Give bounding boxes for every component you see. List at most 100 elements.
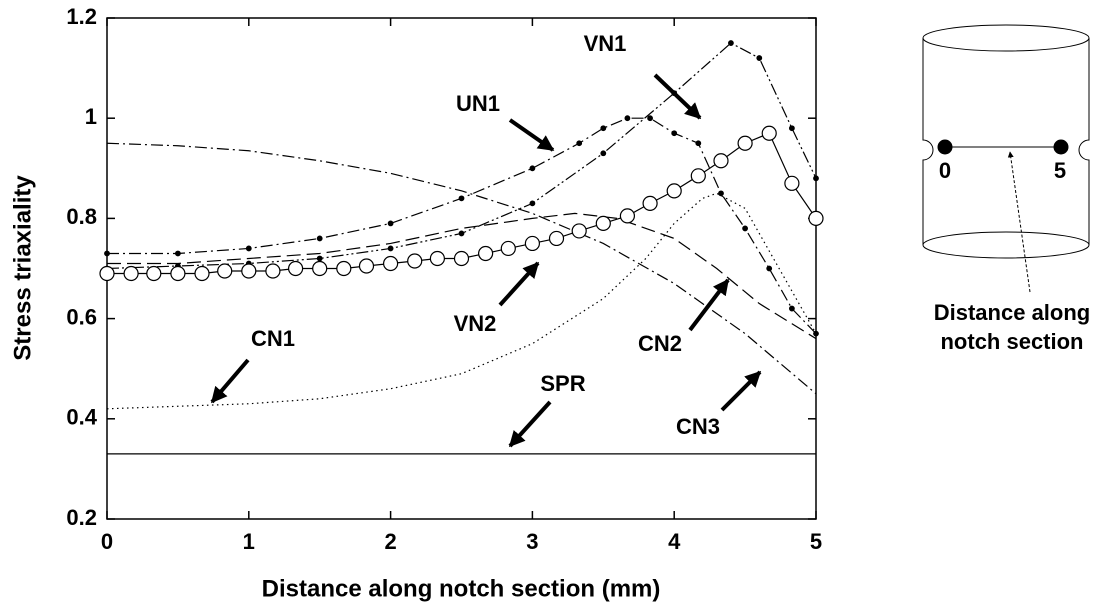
- circle-marker: [784, 175, 800, 191]
- dot-marker: [813, 175, 819, 182]
- circle-marker: [571, 223, 587, 239]
- series-line: [106, 142, 817, 395]
- series-label: SPR: [540, 371, 585, 396]
- circle-marker: [358, 258, 375, 274]
- end-point: [1053, 139, 1069, 155]
- label-arrow: [508, 400, 552, 448]
- series-label: UN1: [456, 91, 500, 116]
- notch-diagram: [922, 24, 1090, 293]
- circle-marker: [761, 125, 777, 141]
- specimen-bottom: [922, 244, 1090, 259]
- circle-marker: [429, 250, 445, 267]
- dot-marker: [600, 150, 607, 157]
- label-arrow: [688, 278, 730, 332]
- series-line: [106, 192, 817, 410]
- series-line: [107, 212, 817, 340]
- circle-marker: [194, 265, 210, 282]
- dot-marker: [387, 245, 394, 252]
- start-point: [937, 139, 953, 155]
- label-arrow: [653, 73, 702, 120]
- x-tick-label: 0: [101, 529, 113, 554]
- label-arrow: [720, 370, 762, 412]
- y-tick-label: 0.4: [66, 405, 97, 430]
- series-label: CN1: [251, 326, 295, 351]
- x-tick-label: 3: [526, 529, 538, 554]
- x-tick-label: 1: [243, 529, 255, 554]
- circle-marker: [123, 265, 139, 282]
- x-axis-title: Distance along notch section (mm): [262, 575, 661, 602]
- dot-marker: [742, 225, 748, 232]
- circle-marker: [595, 215, 611, 232]
- dot-marker: [728, 40, 734, 46]
- y-tick-label: 1.2: [66, 4, 97, 29]
- circle-marker: [312, 260, 328, 277]
- dot-marker: [316, 255, 323, 262]
- label-arrow: [210, 358, 250, 404]
- circle-marker: [217, 263, 233, 279]
- dot-marker: [756, 55, 763, 61]
- y-tick-label: 0.6: [66, 304, 97, 329]
- circle-marker: [99, 265, 115, 282]
- circle-marker: [690, 168, 706, 184]
- dot-marker: [813, 330, 819, 337]
- dot-marker: [576, 140, 583, 147]
- circle-marker: [383, 255, 399, 272]
- label-arrow: [498, 261, 540, 307]
- dot-marker: [387, 220, 394, 227]
- circle-marker: [808, 210, 824, 226]
- y-tick-label: 0.2: [66, 505, 97, 530]
- circle-marker: [265, 263, 281, 279]
- circle-marker: [478, 245, 494, 262]
- start-label: 0: [939, 158, 951, 183]
- dot-marker: [647, 115, 653, 122]
- dot-marker: [788, 305, 795, 312]
- x-tick-label: 4: [668, 529, 681, 554]
- dot-marker: [766, 265, 773, 272]
- dot-marker: [316, 235, 323, 242]
- specimen-bottom-back: [922, 231, 1090, 246]
- dot-marker: [174, 250, 181, 257]
- circle-marker: [737, 135, 753, 151]
- diagram-caption: Distance along: [934, 300, 1090, 325]
- circle-marker: [666, 183, 682, 199]
- circle-marker: [524, 235, 541, 252]
- circle-marker: [170, 265, 186, 282]
- series-label: CN2: [638, 331, 682, 356]
- y-tick-label: 1: [85, 104, 97, 129]
- circle-marker: [407, 253, 423, 269]
- circle-marker: [713, 153, 729, 169]
- end-label: 5: [1054, 158, 1066, 183]
- series-label: CN3: [676, 414, 720, 439]
- diagram-caption: notch section: [940, 329, 1083, 354]
- circle-marker: [500, 240, 516, 257]
- circle-marker: [619, 208, 636, 224]
- dot-marker: [458, 195, 465, 202]
- dot-marker: [104, 250, 110, 257]
- dot-marker: [600, 125, 607, 132]
- dot-marker: [245, 245, 252, 252]
- circle-marker: [453, 250, 470, 267]
- series-label: VN2: [454, 311, 497, 336]
- circle-marker: [336, 260, 352, 277]
- dot-marker: [671, 130, 678, 137]
- dot-marker: [718, 190, 724, 197]
- dot-marker: [529, 200, 536, 207]
- y-tick-label: 0.8: [66, 204, 97, 229]
- specimen-outline: [922, 38, 1090, 245]
- circle-marker: [548, 230, 565, 247]
- dot-marker: [788, 125, 795, 132]
- circle-marker: [287, 260, 304, 277]
- dot-marker: [624, 115, 631, 122]
- dot-marker: [529, 165, 536, 172]
- circle-marker: [241, 263, 257, 279]
- circle-marker: [642, 195, 658, 211]
- series-label: VN1: [584, 31, 627, 56]
- dot-marker: [458, 230, 465, 237]
- dot-marker: [695, 140, 702, 147]
- label-arrow: [508, 118, 555, 152]
- circle-marker: [146, 265, 162, 282]
- caption-arrow: [1007, 151, 1031, 293]
- y-axis-title: Stress triaxiality: [9, 175, 36, 361]
